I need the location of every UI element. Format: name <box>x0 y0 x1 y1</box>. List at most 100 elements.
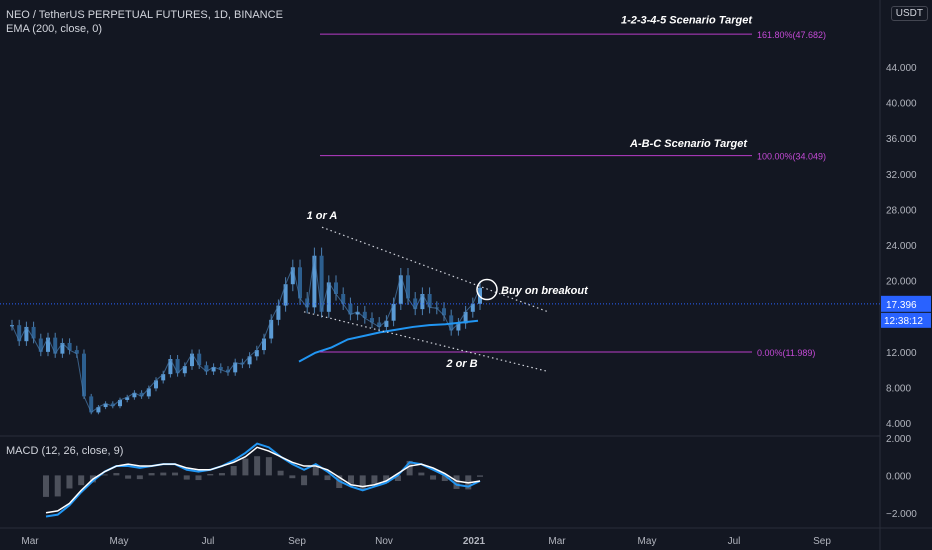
macd-histogram-bar <box>254 456 261 476</box>
price-layer <box>0 247 880 415</box>
macd-histogram-bar <box>43 475 49 497</box>
candle-body <box>470 303 475 312</box>
candle-body <box>442 308 446 316</box>
candle-body <box>182 366 187 374</box>
candle-body <box>24 326 29 342</box>
ema-line <box>298 319 479 363</box>
breakout-circle <box>476 278 498 301</box>
candle-body <box>254 350 259 357</box>
price-tick-label: 24.000 <box>886 241 917 252</box>
candle-body <box>125 397 130 400</box>
macd-histogram-bar <box>312 466 319 476</box>
candle-body <box>326 282 331 312</box>
chart-annotation: 1-2-3-4-5 Scenario Target <box>621 14 753 26</box>
candle-body <box>463 311 468 324</box>
candle-body <box>305 298 310 308</box>
candle-body <box>60 342 65 354</box>
macd-histogram-bar <box>406 460 413 476</box>
candle-body <box>204 365 209 372</box>
fib-level-label: 161.80%(47.682) <box>757 30 826 40</box>
candle-body <box>139 392 144 397</box>
candle-body <box>362 311 367 319</box>
candle-body <box>240 362 245 365</box>
upper-trendline <box>321 226 549 313</box>
candle-body <box>427 294 432 308</box>
candle-body <box>82 353 86 397</box>
candle-body <box>283 284 288 306</box>
candle-body <box>276 305 281 320</box>
macd-histogram-bar <box>101 474 108 476</box>
macd-layer <box>43 442 483 518</box>
candle-body <box>384 320 389 327</box>
chart-annotation: 1 or A <box>307 210 338 222</box>
currency-button[interactable]: USDT <box>890 6 928 21</box>
candle-body <box>420 294 425 310</box>
macd-histogram-bar <box>383 475 390 483</box>
chart-annotation: Buy on breakout <box>501 285 589 297</box>
candle-body <box>154 380 158 389</box>
candle-body <box>398 275 403 304</box>
price-tick-label: 32.000 <box>886 170 917 181</box>
chart-annotation: 2 or B <box>445 358 477 370</box>
candle-body <box>355 311 360 315</box>
chart-annotation: A-B-C Scenario Target <box>629 138 748 150</box>
candle-body <box>31 326 36 339</box>
annotation-layer: 161.80%(47.682) 100.00%(34.049) 0.00%(11.9… <box>303 14 826 373</box>
macd-histogram-bar <box>54 475 61 497</box>
time-tick-label: Mar <box>21 536 39 547</box>
candle-body <box>312 255 317 308</box>
candle-body <box>319 255 324 312</box>
time-tick-label: Sep <box>813 536 831 547</box>
macd-legend[interactable]: MACD (12, 26, close, 9) <box>6 445 124 457</box>
macd-histogram-bar <box>136 475 143 480</box>
price-tick-label: 28.000 <box>886 205 917 216</box>
price-tick-label: 40.000 <box>886 99 917 110</box>
candle-body <box>197 353 202 366</box>
candle-body <box>67 342 72 351</box>
macd-histogram-bar <box>195 475 202 481</box>
macd-histogram-bar <box>324 475 331 481</box>
candle-body <box>377 322 382 327</box>
macd-histogram-bar <box>148 473 155 476</box>
candle-body <box>391 303 396 321</box>
lower-trendline <box>303 311 549 373</box>
macd-histogram-bar <box>301 475 308 486</box>
macd-histogram-bar <box>125 475 132 479</box>
macd-tick-label: −2.000 <box>886 509 917 520</box>
candle-body <box>146 388 151 397</box>
price-tick-label: 12.000 <box>886 348 917 359</box>
candle-body <box>96 407 101 413</box>
price-tick-label: 44.000 <box>886 63 917 74</box>
candle-body <box>233 362 238 373</box>
macd-histogram-bar <box>113 473 120 476</box>
candle-body <box>456 323 461 331</box>
macd-histogram-bar <box>441 475 448 481</box>
candle-body <box>269 319 274 339</box>
candle-body <box>406 275 410 299</box>
candle-body <box>262 338 266 351</box>
macd-histogram-bar <box>430 475 437 480</box>
fib-level-label: 100.00%(34.049) <box>757 152 826 162</box>
candle-body <box>247 356 252 365</box>
candle-body <box>103 403 108 408</box>
macd-tick-label: 0.000 <box>886 471 911 482</box>
candle-body <box>17 325 22 342</box>
fib-level-label: 0.00%(11.989) <box>757 348 815 358</box>
macd-histogram-bar <box>277 470 284 476</box>
signal-line <box>45 446 481 514</box>
ema-legend[interactable]: EMA (200, close, 0) <box>6 23 102 35</box>
macd-histogram-bar <box>289 475 296 479</box>
candle-body <box>290 267 295 285</box>
candle-body <box>218 367 223 370</box>
candle-body <box>413 298 418 310</box>
macd-histogram-bar <box>218 473 225 476</box>
time-tick-label: Mar <box>548 536 566 547</box>
macd-histogram-bar <box>265 457 272 476</box>
time-tick-label: May <box>110 536 129 547</box>
macd-histogram-bar <box>230 466 237 476</box>
macd-histogram-bar <box>78 475 85 486</box>
time-tick-label: Sep <box>288 536 306 547</box>
candle-body <box>226 369 230 373</box>
macd-histogram-bar <box>207 473 214 476</box>
